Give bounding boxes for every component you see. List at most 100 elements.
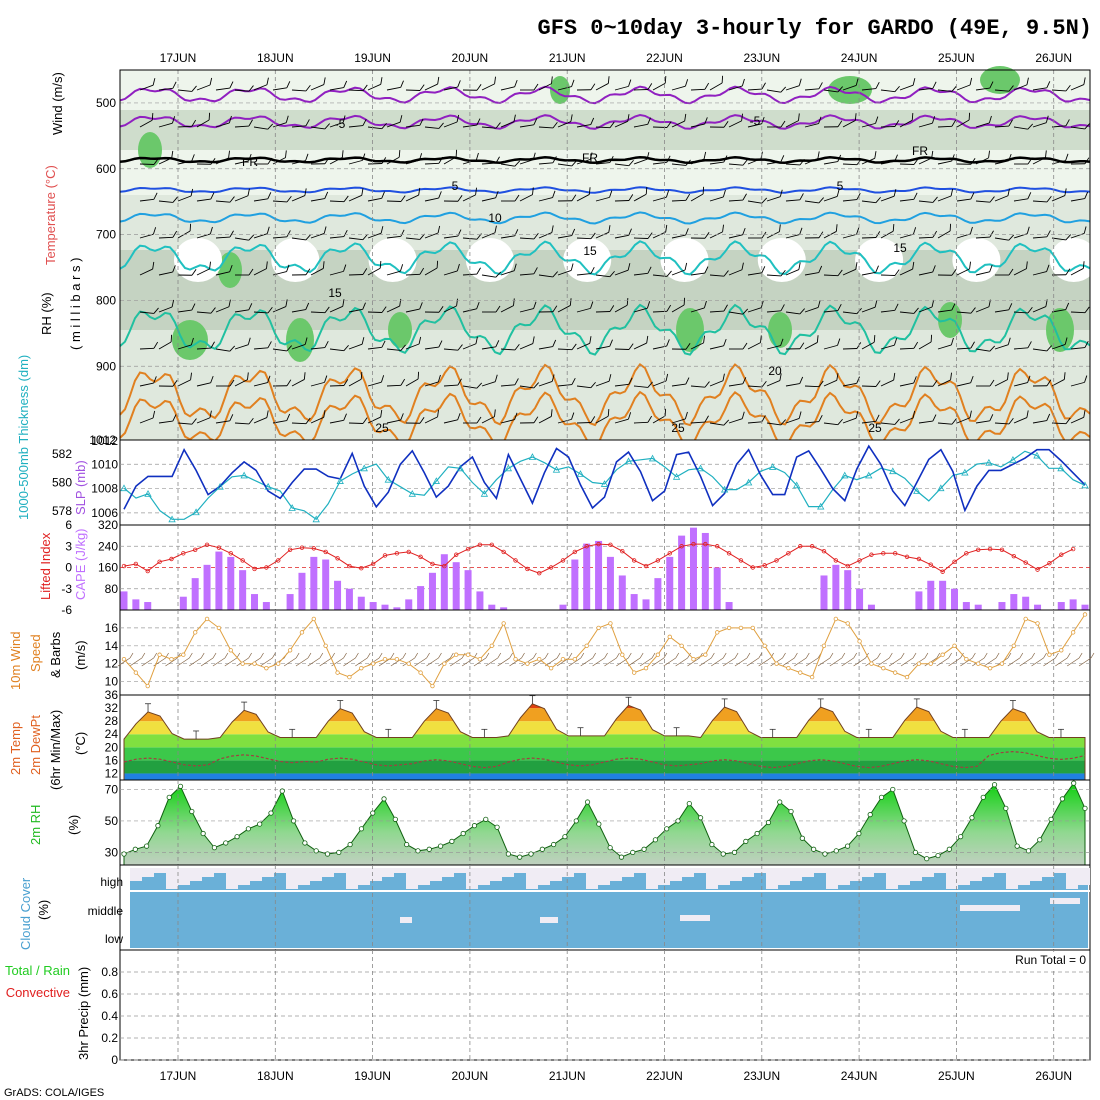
barb-flag [247,337,251,345]
barb-flag [191,85,197,92]
temp-tick-label: 20 [105,740,119,754]
barb-flag [495,156,500,164]
wind-barb [918,299,935,313]
barb-shaft [1051,89,1066,92]
li-marker [631,558,637,563]
wind-barb [652,75,667,91]
wind-speed-marker [501,621,506,626]
li-marker [252,566,257,572]
wind-barb [481,76,496,91]
wind-barb [538,271,558,278]
barb-flag [627,263,631,271]
wind-barb [481,374,498,387]
barb-shaft [291,422,307,425]
wind-barb [671,113,687,128]
wind-barb [215,230,234,239]
isotherm-line [119,113,1091,130]
barb-shaft [519,308,534,313]
barb-shaft [272,87,287,91]
wind-barb [253,192,272,202]
wind-barb-10m-flag [343,652,347,659]
wind-speed-marker [869,661,874,666]
barb-flag [571,228,576,236]
barb-shaft [595,162,610,165]
rh-dry-area [952,238,1001,282]
barb-shaft [823,161,838,165]
rh-marker [336,849,342,856]
barb-flag [932,196,938,203]
barb-flag [456,298,458,306]
li-marker [1047,561,1052,566]
thickness-marker [1081,481,1089,489]
barb-shaft [253,382,268,387]
barb-flag [798,262,801,270]
cloud-gap-high [430,868,442,881]
barb-flag [741,113,743,121]
barb-shaft [747,342,761,350]
barb-shaft [196,233,211,239]
wind-barb [557,160,577,167]
thickness-marker [889,467,897,475]
barb-shaft [500,86,515,91]
wind-barb-10m [129,657,143,667]
wind-barb [177,269,197,276]
barb-shaft [1070,381,1085,387]
barb-shaft [804,272,819,276]
barb-shaft [633,123,648,128]
barb-flag [550,409,553,417]
rh-marker [901,818,907,824]
upper-temp-label: Temperature (°C) [43,165,58,265]
li-tick-label: 6 [65,518,72,532]
wind-barb [424,191,442,202]
wind-barb [956,77,973,91]
barb-flag [189,223,192,232]
barb-shaft [842,233,857,239]
barb-shaft [367,126,382,130]
cape-bar [1057,602,1065,610]
cloud-label: Cloud Cover [18,877,33,950]
wind-barb [671,411,688,424]
wind-barb-10m-flag [616,652,620,659]
precip-panel: 00.20.40.60.8 3hr Precip (mm) Total / Ra… [5,949,1091,1067]
barb-shaft [538,274,553,278]
wind-barb-10m [758,657,771,667]
wind-barb-10m [295,657,309,667]
barb-shaft [690,123,705,128]
thickness-line [123,450,1086,521]
wind-barb [235,268,254,276]
barb-shaft [823,422,838,426]
rh-marker [664,826,670,832]
barb-flag [494,225,497,233]
wind-barb-10m-flag [936,652,941,659]
wind-barb [158,380,178,387]
wind-barb [728,411,745,424]
barb-flag [931,150,934,159]
wind-barb-10m-flag [794,652,798,659]
barb-flag [343,264,347,272]
wind-barb [215,345,236,352]
barb-flag [248,268,254,276]
wind-barb [348,188,364,202]
barb-flag [1045,150,1047,158]
barb-flag [266,410,269,418]
barb-shaft [557,305,571,313]
wind-barb-10m-flag [746,652,751,659]
wind-barb-10m [1007,657,1021,667]
barb-shaft [690,421,705,424]
wind-barb [747,300,764,313]
barb-flag [780,269,786,277]
barb-shaft [899,347,915,350]
li-marker [525,566,530,572]
li-marker [928,562,933,567]
wind-barb [348,371,363,387]
wind-barb [462,336,478,350]
wind-barb-10m [948,657,961,667]
barb-flag [303,372,306,380]
li-marker [809,544,815,549]
wind-tick-label: 10 [105,675,119,689]
isotherm-line [119,155,1091,164]
barb-shaft [918,87,933,91]
cloud-gap-high [634,868,646,873]
wind-barb [709,304,728,313]
cape-bar [500,607,508,610]
